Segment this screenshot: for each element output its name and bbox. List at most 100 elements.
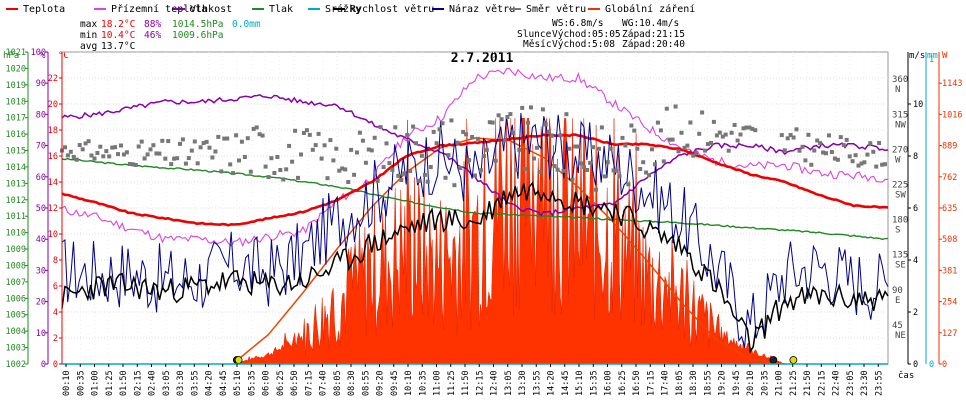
x-tick-label: 17:40 <box>661 370 671 396</box>
wind-direction-point <box>537 169 542 174</box>
temperature-axis-tick-label: 12 <box>48 204 58 214</box>
wind-direction-point <box>647 173 652 178</box>
wind-direction-point <box>714 133 719 138</box>
pressure-axis-tick-label: 1015 <box>6 147 26 157</box>
wind-speed-tick-label: 4 <box>913 256 918 266</box>
wind-direction-point <box>641 160 646 165</box>
wind-direction-point <box>685 143 690 148</box>
wind-dir-tick-direction: E <box>895 296 900 306</box>
wind-direction-point <box>788 133 793 137</box>
wind-dir-tick-degrees: 270 <box>892 145 908 155</box>
radiation-tick-label: 762 <box>942 173 957 183</box>
temperature-axis-tick-label: 10 <box>48 230 58 240</box>
x-tick-label: 21:25 <box>789 370 799 396</box>
wind-direction-point <box>717 130 722 135</box>
wind-direction-point <box>172 156 177 161</box>
wind-direction-point <box>797 148 802 153</box>
legend-item-smer-vetru: Směr větru <box>509 3 586 15</box>
legend-item-rychlost-vetru: Rychlost větru <box>333 3 434 15</box>
wind-direction-point <box>735 138 740 143</box>
wind-direction-point <box>349 147 354 152</box>
wind-direction-point <box>844 137 849 142</box>
x-tick-label: 14:45 <box>561 370 571 396</box>
wind-direction-point <box>225 136 230 141</box>
x-tick-label: 11:00 <box>433 370 443 396</box>
wind-direction-point <box>711 119 716 124</box>
x-tick-label: 22:15 <box>817 370 827 396</box>
wind-direction-point <box>428 165 433 169</box>
x-tick-label: 12:15 <box>475 370 485 396</box>
x-tick-label: 16:50 <box>632 370 642 396</box>
wind-direction-point <box>95 151 100 155</box>
wind-direction-point <box>644 170 649 175</box>
wind-direction-point <box>709 140 713 145</box>
wind-direction-point <box>290 159 295 164</box>
wind-direction-point <box>829 150 834 154</box>
wind-direction-point <box>77 143 82 147</box>
wind-direction-point <box>355 150 359 155</box>
pressure-axis-tick-label: 1007 <box>6 278 26 288</box>
wind-direction-point <box>700 110 705 115</box>
wind-direction-point <box>791 135 796 140</box>
wind-direction-point <box>248 169 253 174</box>
wind-direction-point <box>570 177 575 182</box>
moon-rise: Východ:5:08 <box>552 39 615 50</box>
wind-direction-point <box>402 171 407 176</box>
moon-label: Měsíc <box>523 39 552 50</box>
x-tick-label: 22:40 <box>832 370 842 396</box>
humidity-axis-tick-label: 80 <box>36 110 46 120</box>
wind-direction-point <box>470 135 475 139</box>
temperature-axis-tick-label: 16 <box>48 152 58 162</box>
wind-direction-point <box>729 130 734 135</box>
x-tick-label: 06:50 <box>290 370 300 396</box>
astro-info: WS:6.8m/s WG:10.4m/s Slunce Východ:05:05… <box>517 18 685 50</box>
wind-direction-point <box>384 141 389 146</box>
stats-min-press: 1009.6hPa <box>172 30 223 41</box>
wind-direction-point <box>116 152 120 157</box>
wind-direction-point <box>307 132 312 137</box>
wind-direction-point <box>596 146 601 151</box>
wind-direction-point <box>546 129 551 134</box>
wind-dir-tick-direction: W <box>895 155 901 165</box>
wind-direction-point <box>567 146 572 151</box>
wind-direction-point <box>449 118 454 123</box>
x-tick-label: 03:30 <box>176 370 186 396</box>
wind-direction-point <box>363 160 368 165</box>
wind-speed-tick-label: 0 <box>913 360 918 370</box>
wind-direction-point <box>431 129 436 134</box>
wind-direction-point <box>425 179 430 184</box>
wind-direction-point <box>806 132 811 137</box>
sun-rise: Východ:05:05 <box>552 29 621 40</box>
wind-direction-point <box>393 125 398 130</box>
wind-direction-point <box>366 147 371 152</box>
wind-direction-point <box>526 120 531 125</box>
rain-unit: mm <box>927 51 938 61</box>
wind-direction-point <box>151 143 156 148</box>
wind-direction-point <box>313 143 318 148</box>
wind-direction-point <box>381 165 386 170</box>
wind-speed-line <box>61 181 889 354</box>
wind-direction-point <box>148 147 153 152</box>
wind-direction-point <box>71 154 76 159</box>
wind-direction-point <box>824 151 828 156</box>
stats-min-label: min <box>80 30 97 41</box>
wind-direction-point <box>222 136 227 141</box>
rain-tick-label: 1 <box>929 55 934 65</box>
x-tick-label: 21:50 <box>803 370 813 396</box>
wind-dir-tick-direction: N <box>895 85 900 95</box>
wind-direction-point <box>499 117 504 122</box>
wind-dir-tick-degrees: 180 <box>892 216 908 226</box>
wind-direction-point <box>334 146 339 151</box>
wind-speed-tick-label: 6 <box>913 204 918 214</box>
wind-direction-point <box>809 162 814 167</box>
legend-item-teplota: Teplota <box>6 4 65 15</box>
wind-direction-point <box>576 144 581 149</box>
humidity-unit: % <box>40 51 46 61</box>
legend-item-naraz-vetru: Náraz větru <box>432 3 515 15</box>
radiation-tick-label: 381 <box>942 266 957 276</box>
wind-direction-point <box>346 180 351 184</box>
wind-direction-point <box>328 138 333 143</box>
wind-direction-point <box>458 166 463 170</box>
wind-direction-point <box>467 158 472 163</box>
